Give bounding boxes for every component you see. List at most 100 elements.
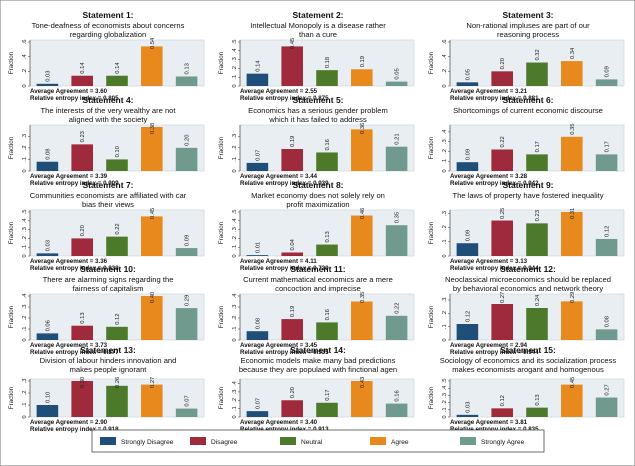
bar-value-label: 0.12 bbox=[465, 311, 471, 322]
panel-subtitle: makes people ignorant bbox=[70, 365, 148, 374]
bar-value-label: 0.20 bbox=[500, 58, 506, 69]
bar-value-label: 0.32 bbox=[535, 49, 541, 60]
average-agreement: Average Agreement = 3.40 bbox=[240, 419, 318, 426]
panel-title: Statement 2: bbox=[292, 10, 343, 20]
y-tick-label: .5 bbox=[442, 379, 448, 384]
bar-value-label: 0.12 bbox=[115, 314, 121, 325]
y-tick-label: .2 bbox=[442, 69, 448, 74]
bar-value-label: 0.13 bbox=[535, 394, 541, 405]
panel-subtitle: Market economy does not solely rely on bbox=[251, 191, 385, 200]
average-agreement: Average Agreement = 3.60 bbox=[30, 88, 108, 95]
bar-strongly-disagree bbox=[456, 324, 479, 340]
bar-strongly-agree bbox=[595, 397, 618, 417]
bar-value-label: 0.14 bbox=[80, 62, 86, 74]
panel-subtitle: by behavioral economics and network theo… bbox=[453, 284, 603, 293]
bar-value-label: 0.13 bbox=[325, 231, 331, 242]
y-axis-label: Fraction bbox=[8, 136, 15, 159]
relative-entropy-index: Relative entropy index = 0.835 bbox=[450, 426, 539, 433]
bar-agree bbox=[561, 301, 583, 340]
y-axis-label: Fraction bbox=[8, 51, 15, 74]
legend-swatch bbox=[370, 437, 386, 445]
y-tick-label: .1 bbox=[232, 245, 238, 250]
panel-title: Statement 5: bbox=[292, 95, 343, 105]
y-axis-label: Fraction bbox=[428, 51, 435, 74]
y-tick-label: .2 bbox=[232, 316, 238, 321]
panel-title: Statement 15: bbox=[500, 345, 556, 355]
relative-entropy-index: Relative entropy index = 0.944 bbox=[450, 349, 539, 356]
bar-disagree bbox=[71, 144, 93, 171]
bar-value-label: 0.12 bbox=[605, 226, 611, 237]
y-tick-label: 0 bbox=[22, 254, 28, 257]
y-tick-label: .3 bbox=[22, 305, 28, 310]
bar-value-label: 0.07 bbox=[255, 150, 261, 161]
panel-subtitle: aligned with the society bbox=[69, 115, 148, 124]
y-tick-label: 0 bbox=[232, 338, 238, 341]
bar-strongly-agree bbox=[595, 79, 618, 86]
bar-agree bbox=[351, 381, 373, 417]
y-tick-label: .1 bbox=[232, 75, 238, 80]
y-tick-label: .4 bbox=[442, 53, 448, 59]
y-tick-label: .5 bbox=[22, 210, 28, 215]
bar-disagree bbox=[491, 220, 513, 256]
y-tick-label: .2 bbox=[232, 236, 238, 241]
statement-panel-8: Statement 8:Market economy does not sole… bbox=[218, 180, 415, 272]
panel-title: Statement 3: bbox=[502, 10, 553, 20]
bar-value-label: 0.17 bbox=[605, 141, 611, 152]
y-tick-label: 0 bbox=[232, 84, 238, 87]
statement-panel-10: Statement 10:There are alarming signs re… bbox=[8, 264, 205, 356]
statement-panel-13: Statement 13:Division of labour hinders … bbox=[8, 345, 205, 433]
y-axis-label: Fraction bbox=[218, 386, 225, 409]
y-axis-label: Fraction bbox=[218, 51, 225, 74]
bar-strongly-disagree bbox=[246, 255, 269, 256]
bar-neutral bbox=[526, 308, 548, 340]
y-axis-label: Fraction bbox=[218, 221, 225, 244]
bar-value-label: 0.29 bbox=[185, 295, 191, 306]
bar-strongly-agree bbox=[175, 308, 198, 340]
relative-entropy-index: Relative entropy index = 0.913 bbox=[240, 426, 329, 433]
bar-value-label: 0.19 bbox=[290, 306, 296, 317]
y-axis-label: Fraction bbox=[8, 386, 15, 409]
bar-value-label: 0.27 bbox=[500, 292, 506, 303]
panel-subtitle: Neoclassical microeconomics should be re… bbox=[445, 275, 611, 284]
panel-title: Statement 14: bbox=[290, 345, 346, 355]
y-tick-label: .2 bbox=[22, 236, 28, 241]
bar-strongly-agree bbox=[595, 154, 618, 171]
panel-title: Statement 13: bbox=[80, 345, 136, 355]
panel-title: Statement 9: bbox=[502, 180, 553, 190]
bar-value-label: 0.16 bbox=[395, 390, 401, 401]
legend-item-strongly-disagree: Strongly Disagree bbox=[100, 437, 174, 446]
bar-agree bbox=[141, 127, 163, 171]
y-tick-label: 0 bbox=[232, 169, 238, 172]
statement-panel-6: Statement 6:Shortcomings of current econ… bbox=[428, 95, 625, 187]
legend-swatch bbox=[190, 437, 206, 445]
average-agreement: Average Agreement = 3.44 bbox=[240, 173, 318, 180]
legend-item-neutral: Neutral bbox=[280, 437, 323, 446]
average-agreement: Average Agreement = 3.28 bbox=[450, 173, 528, 180]
bar-strongly-disagree bbox=[36, 253, 59, 256]
legend-item-strongly-agree: Strongly Agree bbox=[460, 437, 525, 446]
bar-value-label: 0.21 bbox=[395, 133, 401, 144]
bar-disagree bbox=[281, 319, 303, 340]
y-axis-label: Fraction bbox=[8, 305, 15, 328]
bar-value-label: 0.13 bbox=[185, 63, 191, 74]
bar-value-label: 0.03 bbox=[45, 71, 51, 82]
y-tick-label: .1 bbox=[22, 403, 28, 408]
y-tick-label: .2 bbox=[22, 316, 28, 321]
bar-strongly-agree bbox=[175, 408, 198, 417]
bar-neutral bbox=[316, 322, 338, 340]
bar-value-label: 0.16 bbox=[325, 309, 331, 320]
bar-strongly-agree bbox=[175, 76, 198, 86]
statement-panel-7: Statement 7:Communities economists are a… bbox=[8, 180, 205, 272]
panel-title: Statement 11: bbox=[290, 264, 345, 274]
bar-value-label: 0.27 bbox=[605, 384, 611, 395]
bar-neutral bbox=[106, 326, 128, 340]
relative-entropy-index: Relative entropy index = 0.877 bbox=[30, 349, 119, 356]
bar-value-label: 0.45 bbox=[570, 377, 576, 388]
bar-value-label: 0.09 bbox=[465, 149, 471, 160]
average-agreement: Average Agreement = 4.11 bbox=[240, 258, 317, 265]
panel-subtitle: Current mathematical economics are a mer… bbox=[243, 275, 393, 284]
panel-subtitle: Division of labour hinders innovation an… bbox=[40, 356, 177, 365]
legend-swatch bbox=[460, 437, 476, 445]
bar-value-label: 0.35 bbox=[360, 292, 366, 303]
